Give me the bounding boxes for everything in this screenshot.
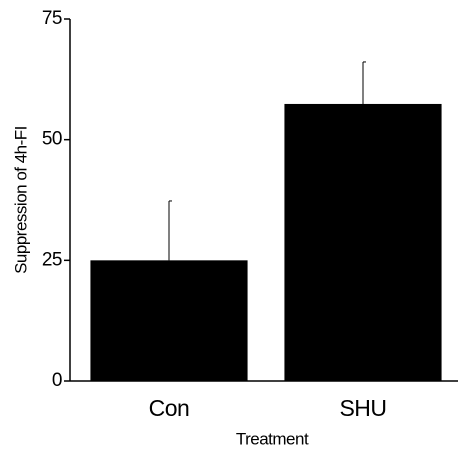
y-axis-label: Suppression of 4h-FI xyxy=(11,126,30,274)
x-axis-label: Treatment xyxy=(236,429,309,448)
y-tick-label: 0 xyxy=(52,370,62,391)
x-tick-label: Con xyxy=(149,395,190,421)
y-tick-label: 75 xyxy=(42,8,62,29)
bar xyxy=(284,103,442,381)
y-tick-label: 25 xyxy=(42,249,62,270)
x-tick-label: SHU xyxy=(339,395,386,421)
y-tick-label: 50 xyxy=(42,129,62,150)
bar xyxy=(90,260,248,381)
